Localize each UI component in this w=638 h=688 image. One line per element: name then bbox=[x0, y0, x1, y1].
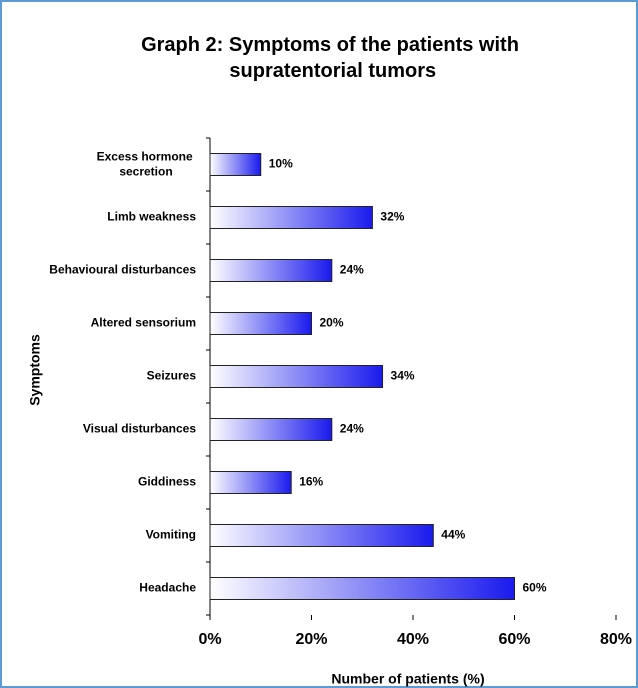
value-label: 24% bbox=[340, 263, 364, 277]
y-tick-label: Behavioural disturbances bbox=[49, 263, 196, 277]
value-label: 10% bbox=[269, 157, 293, 171]
bar bbox=[209, 312, 312, 335]
y-tick-label: Headache bbox=[139, 581, 196, 595]
y-tick-label: Visual disturbances bbox=[83, 422, 196, 436]
value-label: 16% bbox=[299, 475, 323, 489]
bar bbox=[209, 418, 333, 441]
bar bbox=[209, 471, 292, 494]
bar bbox=[209, 206, 373, 229]
x-tick-label: 20% bbox=[295, 631, 327, 648]
y-tick-label: Altered sensorium bbox=[91, 316, 196, 330]
x-tick-label: 0% bbox=[198, 631, 221, 648]
x-tick-label: 40% bbox=[397, 631, 429, 648]
bar bbox=[209, 577, 515, 600]
y-tick-label: Seizures bbox=[147, 369, 197, 383]
bar bbox=[209, 153, 262, 176]
bar bbox=[209, 524, 434, 547]
value-label: 32% bbox=[380, 210, 404, 224]
value-label: 60% bbox=[523, 581, 547, 595]
y-tick-label: Limb weakness bbox=[107, 210, 196, 224]
y-axis-label: Symptoms bbox=[27, 334, 43, 406]
x-tick-label: 60% bbox=[498, 631, 530, 648]
y-tick-label: Vomiting bbox=[146, 528, 196, 542]
y-tick-label: Excess hormone secretion bbox=[97, 150, 196, 179]
value-label: 20% bbox=[320, 316, 344, 330]
x-axis-label: Number of patients (%) bbox=[331, 671, 484, 687]
bar bbox=[209, 365, 384, 388]
x-tick-label: 80% bbox=[600, 631, 632, 648]
value-label: 34% bbox=[391, 369, 415, 383]
value-label: 44% bbox=[441, 528, 465, 542]
chart-title: Graph 2: Symptoms of the patients with s… bbox=[141, 34, 519, 82]
y-tick-label: Giddiness bbox=[138, 475, 196, 489]
bar bbox=[209, 259, 333, 282]
value-label: 24% bbox=[340, 422, 364, 436]
